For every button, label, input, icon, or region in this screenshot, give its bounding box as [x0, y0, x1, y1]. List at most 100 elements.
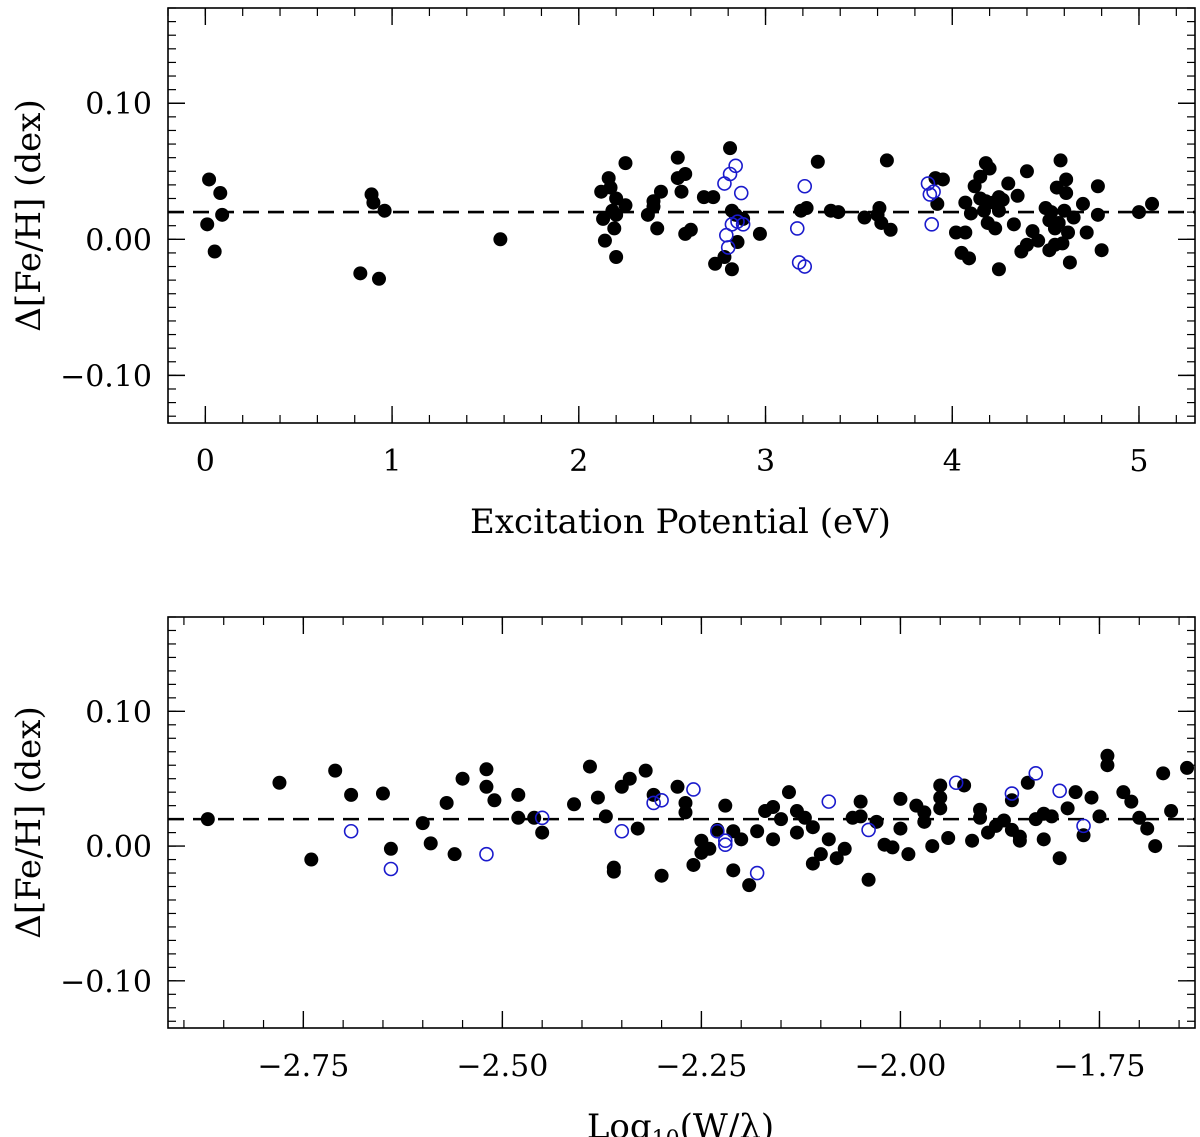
y-axis-title: Δ[Fe/H] (dex)	[9, 706, 49, 938]
data-point-filled	[861, 872, 876, 887]
data-point-filled	[1036, 832, 1051, 847]
data-point-filled	[455, 771, 470, 786]
data-point-filled	[893, 791, 908, 806]
data-point-open	[717, 176, 732, 191]
data-point-filled	[207, 244, 222, 259]
data-point-filled	[766, 832, 781, 847]
data-point-open	[926, 184, 941, 199]
data-point-open	[728, 158, 743, 174]
data-point-filled	[598, 809, 613, 824]
data-point-filled	[988, 221, 1003, 236]
data-point-filled	[962, 251, 977, 266]
data-point-filled	[829, 851, 844, 866]
data-point-open	[735, 217, 751, 232]
x-tick-label: 0	[196, 444, 215, 479]
data-point-filled	[857, 210, 872, 225]
data-point-filled	[766, 800, 781, 815]
data-point-open	[733, 185, 749, 201]
data-point-filled	[609, 191, 624, 206]
data-point-filled	[935, 172, 950, 187]
data-point-filled	[1100, 748, 1115, 763]
panel-excitation-potential: 0 1 2 3 4 5 0.10 0.00 −0.10 Δ[Fe/H] (dex) Excitati…	[9, 7, 1196, 542]
data-point-open	[720, 240, 736, 255]
data-point-filled	[933, 778, 948, 793]
data-point-filled	[527, 810, 542, 825]
data-point-filled	[674, 184, 689, 199]
y-tick-label: −0.10	[60, 359, 152, 394]
data-point-filled	[963, 206, 978, 221]
data-point-filled	[511, 787, 526, 802]
data-point-open	[614, 823, 630, 839]
data-point-filled	[1061, 225, 1076, 240]
data-point-filled	[1051, 215, 1066, 230]
data-point-filled	[837, 841, 852, 856]
data-point-filled	[328, 763, 343, 778]
y-axis-title: Δ[Fe/H] (dex)	[9, 99, 49, 331]
data-point-open	[821, 794, 837, 809]
data-point-filled	[213, 186, 228, 201]
data-point-open	[1076, 818, 1091, 834]
data-point-filled	[1145, 196, 1160, 211]
x-tick-label: 2	[569, 444, 588, 479]
data-point-filled	[606, 860, 621, 875]
x-tick-label: 1	[383, 444, 402, 479]
data-point-filled	[646, 194, 661, 209]
panel-log-reduced-width: −2.75 −2.50 −2.25 −2.00 −1.75 0.10 0.00 −0.10 Δ[…	[9, 616, 1196, 1137]
data-point-open	[479, 846, 494, 862]
data-point-filled	[609, 207, 624, 222]
data-point-filled	[1068, 785, 1083, 800]
data-point-filled	[353, 266, 368, 281]
x-tick-label: 3	[756, 444, 775, 479]
data-point-filled	[423, 836, 438, 851]
x-tick-label: −2.25	[655, 1049, 747, 1084]
data-point-filled	[781, 785, 796, 800]
data-point-open	[343, 823, 359, 839]
data-point-filled	[805, 820, 820, 835]
data-point-filled	[973, 810, 988, 825]
data-point-filled	[1124, 794, 1139, 809]
data-point-filled	[1094, 243, 1109, 258]
plot-frame	[167, 616, 1196, 1029]
data-point-filled	[789, 825, 804, 840]
data-point-filled	[1116, 785, 1131, 800]
data-point-filled	[1066, 210, 1081, 225]
data-point-open	[924, 217, 940, 232]
data-point-filled	[272, 775, 287, 790]
data-point-filled	[511, 810, 526, 825]
data-point-open	[1004, 786, 1020, 801]
data-point-filled	[995, 192, 1010, 207]
data-point-filled	[638, 763, 653, 778]
y-tick-label: 0.00	[85, 830, 152, 865]
data-point-filled	[996, 813, 1011, 828]
data-point-filled	[377, 203, 392, 218]
data-point-filled	[683, 222, 698, 237]
data-point-filled	[702, 841, 717, 856]
data-point-filled	[1075, 196, 1090, 211]
data-point-filled	[930, 196, 945, 211]
data-point-filled	[885, 840, 900, 855]
data-point-filled	[933, 790, 948, 805]
data-point-filled	[609, 250, 624, 264]
data-point-filled	[718, 798, 733, 813]
data-point-open	[797, 178, 813, 194]
data-point-filled	[925, 839, 940, 854]
data-point-filled	[670, 779, 685, 794]
data-point-filled	[879, 153, 894, 168]
data-point-filled	[630, 821, 645, 836]
data-point-open	[1028, 766, 1044, 781]
data-point-open	[717, 833, 733, 848]
data-point-open	[646, 795, 661, 811]
data-point-open	[686, 782, 701, 797]
data-point-filled	[653, 184, 668, 199]
data-point-filled	[917, 805, 932, 820]
data-point-filled	[742, 878, 757, 893]
data-point-filled	[1055, 236, 1070, 251]
x-tick-label: −2.50	[456, 1049, 548, 1084]
data-point-open	[789, 221, 805, 236]
data-point-filled	[752, 226, 767, 241]
data-point-open	[1052, 783, 1067, 799]
data-point-open	[861, 822, 876, 838]
data-point-filled	[670, 150, 685, 165]
data-point-filled	[1164, 804, 1179, 819]
